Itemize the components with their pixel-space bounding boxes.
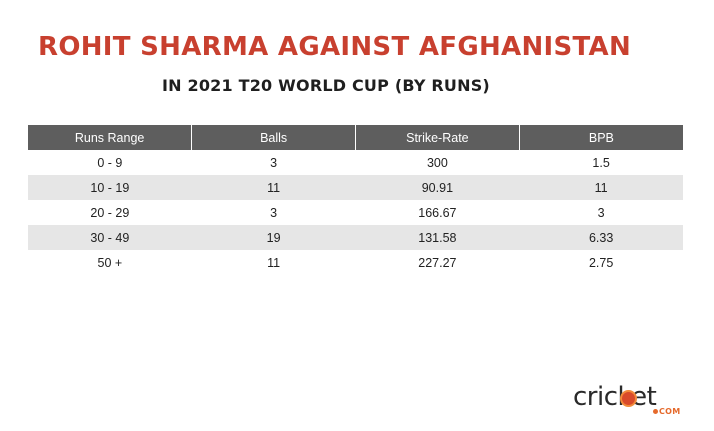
column-header-strike-rate: Strike-Rate (355, 125, 520, 150)
cell-balls: 3 (270, 205, 278, 220)
table-row: 10 - 19 11 90.91 11 (28, 175, 683, 200)
cell-bpb: 1.5 (592, 155, 610, 170)
logo-suffix-text: COM (659, 407, 681, 416)
table-row: 20 - 29 3 166.67 3 (28, 200, 683, 225)
cell-strike-rate: 131.58 (355, 225, 520, 250)
cricket-com-logo: cricket COM (573, 382, 688, 418)
stats-table: Runs Range Balls Strike-Rate BPB 0 - 9 3… (28, 125, 683, 275)
dot-icon (653, 409, 658, 414)
cell-strike-rate: 166.67 (418, 205, 457, 220)
cell-balls: 19 (191, 225, 356, 250)
page-subtitle: IN 2021 T20 WORLD CUP (BY RUNS) (162, 76, 490, 95)
cell-runs-range: 10 - 19 (28, 175, 192, 200)
column-header-balls: Balls (191, 125, 356, 150)
cell-balls: 11 (191, 175, 356, 200)
cell-bpb: 11 (519, 175, 683, 200)
cell-strike-rate: 300 (426, 155, 448, 170)
table-row: 30 - 49 19 131.58 6.33 (28, 225, 683, 250)
cell-runs-range: 30 - 49 (28, 225, 192, 250)
cell-strike-rate: 90.91 (355, 175, 520, 200)
table-header-row: Runs Range Balls Strike-Rate BPB (28, 125, 683, 150)
cell-runs-range: 0 - 9 (97, 155, 123, 170)
cell-bpb: 3 (597, 205, 605, 220)
cell-balls: 3 (270, 155, 278, 170)
cell-runs-range: 50 + (97, 255, 123, 270)
page-title: ROHIT SHARMA AGAINST AFGHANISTAN (38, 32, 632, 62)
cell-strike-rate: 227.27 (418, 255, 457, 270)
logo-wordmark: cricket (573, 382, 657, 412)
table-row: 50 + 11 227.27 2.75 (28, 250, 683, 275)
table-row: 0 - 9 3 300 1.5 (28, 150, 683, 175)
column-header-bpb: BPB (518, 125, 683, 150)
cell-bpb: 6.33 (519, 225, 683, 250)
cell-bpb: 2.75 (588, 255, 614, 270)
column-header-runs-range: Runs Range (28, 125, 192, 150)
cell-runs-range: 20 - 29 (90, 205, 130, 220)
logo-suffix: COM (653, 407, 681, 416)
cricket-ball-icon (620, 390, 637, 407)
cell-balls: 11 (267, 255, 281, 270)
